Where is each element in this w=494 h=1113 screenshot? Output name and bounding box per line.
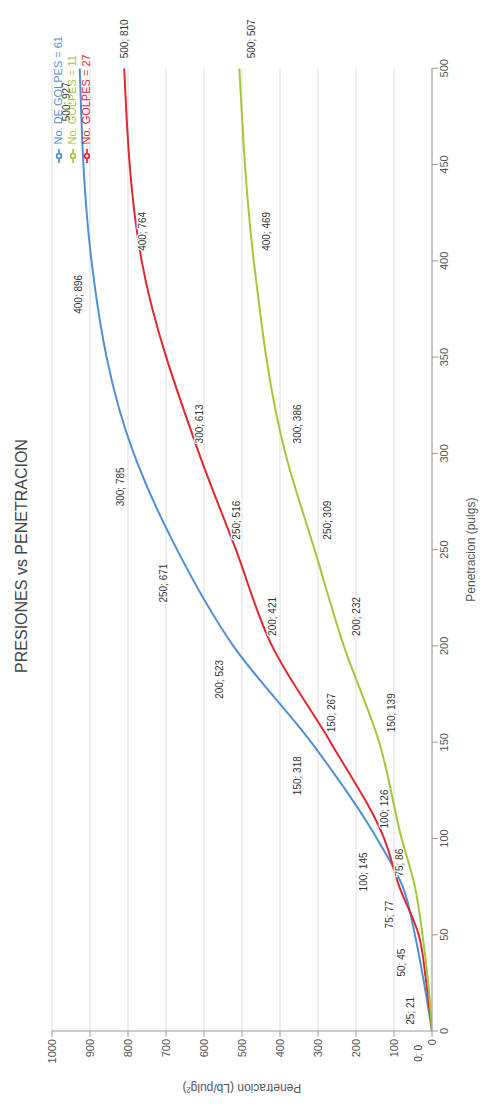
svg-text:100; 145: 100; 145 (358, 852, 369, 891)
svg-text:0; 0: 0; 0 (413, 1045, 424, 1062)
svg-text:1000: 1000 (46, 1039, 58, 1063)
svg-text:75; 86: 75; 86 (394, 848, 405, 876)
svg-text:700: 700 (160, 1039, 172, 1057)
svg-text:500: 500 (236, 1039, 248, 1057)
svg-text:200; 421: 200; 421 (267, 597, 278, 636)
svg-text:200; 523: 200; 523 (214, 659, 225, 698)
svg-text:300; 613: 300; 613 (194, 404, 205, 443)
svg-text:400; 896: 400; 896 (73, 274, 84, 313)
svg-text:300; 785: 300; 785 (115, 467, 126, 506)
svg-text:400: 400 (274, 1039, 286, 1057)
svg-text:100: 100 (388, 1039, 400, 1057)
svg-text:250: 250 (438, 540, 450, 558)
svg-text:400: 400 (438, 252, 450, 270)
svg-text:500; 810: 500; 810 (119, 19, 130, 58)
svg-text:400; 764: 400; 764 (137, 211, 148, 250)
svg-text:250; 309: 250; 309 (322, 500, 333, 539)
svg-text:50: 50 (438, 929, 450, 941)
svg-text:50; 45: 50; 45 (396, 948, 407, 976)
svg-text:200; 232: 200; 232 (351, 597, 362, 636)
svg-text:Penetracion (Lb/pulg²): Penetracion (Lb/pulg²) (183, 1081, 302, 1095)
svg-text:500; 507: 500; 507 (246, 19, 257, 58)
svg-text:25; 21: 25; 21 (405, 996, 416, 1024)
svg-text:600: 600 (198, 1039, 210, 1057)
svg-text:900: 900 (84, 1039, 96, 1057)
svg-text:200: 200 (438, 637, 450, 655)
svg-text:100: 100 (438, 829, 450, 847)
svg-text:500; 927: 500; 927 (61, 82, 72, 121)
svg-text:150; 267: 150; 267 (326, 693, 337, 732)
svg-text:350: 350 (438, 348, 450, 366)
svg-text:150: 150 (438, 733, 450, 751)
svg-text:100; 126: 100; 126 (379, 789, 390, 828)
svg-text:75; 77: 75; 77 (384, 900, 395, 928)
svg-text:200: 200 (350, 1039, 362, 1057)
svg-text:300: 300 (438, 444, 450, 462)
svg-text:150; 318: 150; 318 (292, 756, 303, 795)
svg-text:0: 0 (438, 1028, 450, 1034)
svg-text:500: 500 (438, 59, 450, 77)
svg-text:Penetracion (pulgs): Penetracion (pulgs) (464, 498, 478, 602)
svg-text:800: 800 (122, 1039, 134, 1057)
svg-text:300; 386: 300; 386 (292, 404, 303, 443)
svg-text:450: 450 (438, 155, 450, 173)
svg-text:150; 139: 150; 139 (386, 693, 397, 732)
svg-text:400; 469: 400; 469 (261, 211, 272, 250)
svg-text:250; 516: 250; 516 (231, 500, 242, 539)
svg-text:0: 0 (426, 1039, 438, 1045)
svg-text:300: 300 (312, 1039, 324, 1057)
svg-text:250; 671: 250; 671 (158, 563, 169, 602)
